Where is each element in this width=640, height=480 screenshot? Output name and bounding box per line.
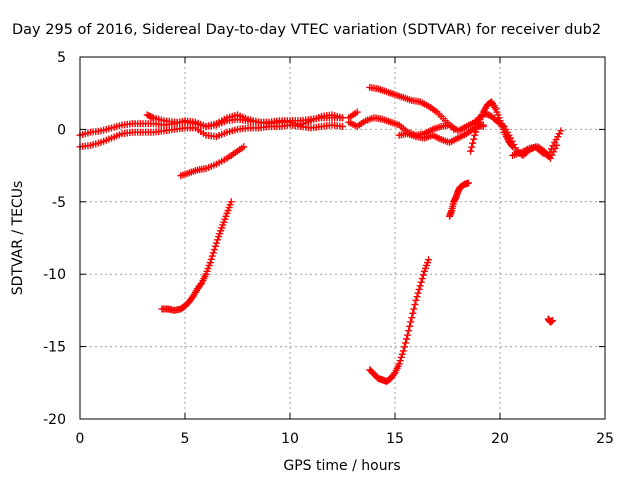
data-point [403, 335, 411, 343]
data-point [465, 179, 472, 187]
series-arc-n [509, 141, 561, 162]
data-point [396, 357, 404, 365]
data-point [416, 282, 424, 290]
series-arc-o [544, 315, 556, 326]
data-point [339, 114, 346, 122]
data-point [409, 309, 417, 317]
data-point [473, 125, 481, 133]
data-point [390, 370, 398, 378]
data-point [207, 255, 215, 263]
plot-frame [79, 56, 606, 420]
data-point [407, 318, 415, 326]
data-point [400, 343, 408, 351]
data-point [484, 111, 492, 119]
data-point [508, 137, 516, 145]
x-tick-label: 25 [596, 431, 614, 447]
x-tick-label: 20 [491, 431, 509, 447]
data-point [549, 317, 556, 325]
series-arc-c [143, 111, 346, 131]
data-point [419, 271, 427, 279]
data-point [450, 125, 458, 133]
data-point [412, 296, 420, 304]
data-point [557, 127, 565, 135]
data-point [507, 134, 514, 142]
data-point [510, 141, 518, 149]
x-tick-label: 10 [281, 431, 299, 447]
data-point [146, 112, 154, 120]
data-point [402, 339, 409, 347]
data-point [410, 305, 418, 313]
x-tick-label: 15 [386, 431, 404, 447]
data-point [468, 143, 476, 151]
data-point [404, 331, 412, 339]
series-arc-d [177, 143, 248, 180]
data-point [214, 236, 222, 244]
data-point [240, 143, 248, 151]
series-arc-k [446, 179, 472, 220]
data-point [206, 259, 214, 267]
y-tick-label: 5 [57, 50, 66, 66]
chart-title: Day 295 of 2016, Sidereal Day-to-day VTE… [12, 22, 601, 38]
data-point [467, 147, 475, 155]
data-point [550, 148, 558, 156]
y-tick-label: -10 [43, 267, 66, 283]
data-point [197, 280, 205, 288]
data-point [353, 108, 361, 116]
y-axis-ticks: -20 -15 -10 -5 0 5 [43, 50, 605, 428]
y-axis-label: SDTVAR / TECUs [10, 181, 26, 296]
data-point [472, 128, 480, 136]
data-point [397, 353, 405, 361]
data-point [210, 246, 218, 254]
y-tick-label: -20 [43, 412, 66, 428]
x-axis-label: GPS time / hours [283, 458, 400, 474]
data-point [470, 135, 478, 143]
data-point [208, 252, 216, 260]
data-point [548, 151, 556, 159]
data-point [411, 301, 419, 309]
data-point [339, 123, 346, 131]
data-point [415, 285, 423, 293]
data-point [483, 110, 491, 118]
data-point [406, 322, 414, 330]
data-point [511, 144, 519, 152]
data-point [209, 249, 217, 257]
data-point [471, 131, 479, 139]
data-point [413, 293, 421, 301]
grid [80, 57, 605, 419]
data-point [417, 278, 425, 286]
data-point [148, 113, 156, 121]
y-tick-label: -15 [43, 340, 66, 356]
series-arc-i [345, 108, 361, 122]
data-point [546, 154, 554, 162]
data-point [398, 350, 406, 358]
data-point [499, 121, 507, 129]
data-point [145, 112, 153, 120]
data-point [425, 256, 433, 264]
series-arc-j [366, 256, 433, 385]
x-axis-ticks: 0 5 10 15 20 25 [76, 57, 614, 447]
data-point [395, 360, 403, 368]
data-point [213, 239, 220, 247]
series-arc-g [366, 83, 458, 133]
data-point [414, 289, 422, 297]
data-point [551, 145, 559, 153]
data-point [481, 109, 489, 117]
data-point [418, 275, 426, 283]
x-tick-label: 0 [76, 431, 85, 447]
data-point [553, 141, 561, 149]
series-arc-e [158, 198, 235, 314]
data-point [469, 139, 477, 147]
data-point [143, 111, 151, 119]
y-tick-label: -5 [52, 195, 66, 211]
data-point [405, 327, 413, 335]
data-point [399, 347, 407, 355]
x-tick-label: 5 [181, 431, 190, 447]
y-tick-label: 0 [57, 122, 66, 138]
data-points [76, 83, 565, 385]
data-point [211, 242, 219, 250]
data-point [408, 314, 416, 322]
data-point [227, 198, 235, 206]
